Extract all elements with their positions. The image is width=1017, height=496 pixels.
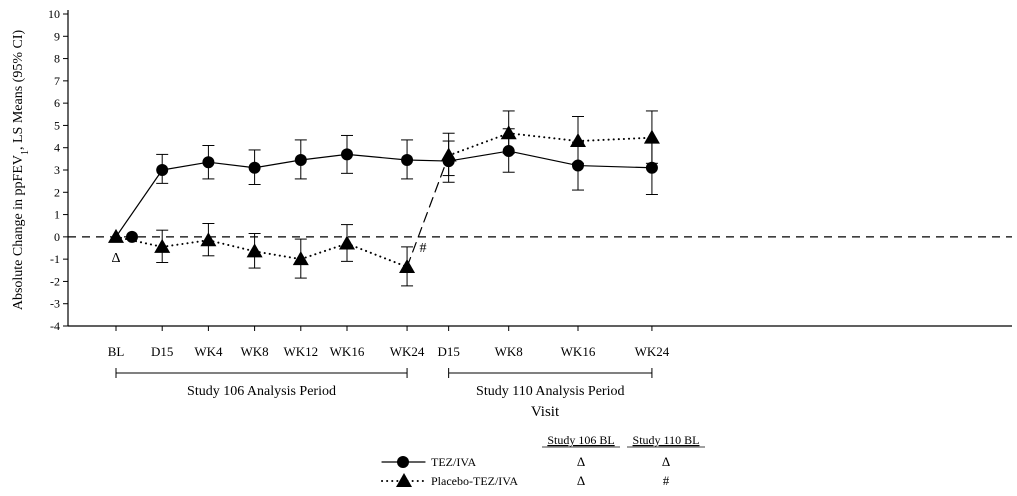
- data-point-circle: [572, 159, 584, 172]
- x-tick-label: WK8: [495, 344, 523, 359]
- x-tick-label: WK12: [283, 344, 318, 359]
- x-tick-label: WK24: [390, 344, 425, 359]
- data-point-triangle: [200, 232, 217, 247]
- analysis-periods: Study 106 Analysis Period Study 110 Analy…: [115, 368, 653, 399]
- series-line-segment: [406, 154, 450, 268]
- legend-value-106: Δ: [577, 454, 585, 469]
- data-point-triangle: [292, 251, 309, 266]
- x-tick-label: WK16: [330, 344, 365, 359]
- y-tick-label: 7: [54, 74, 60, 88]
- y-tick-label: 10: [48, 7, 60, 21]
- legend-column-header: Study 106 BL: [547, 433, 614, 447]
- series-line-segment: [253, 250, 302, 261]
- y-tick-label: -2: [50, 274, 60, 288]
- legend-value-106: Δ: [577, 473, 585, 488]
- series-line-segment: [577, 164, 652, 169]
- annotation-symbol: #: [420, 241, 427, 256]
- y-tick-label: 2: [54, 185, 60, 199]
- annotations: Δ#: [111, 241, 426, 266]
- series-line-segment: [254, 159, 301, 169]
- series-line-segment: [208, 161, 255, 169]
- data-point-circle: [126, 230, 138, 243]
- y-tick-label: 9: [54, 29, 60, 43]
- series-line-segment: [346, 242, 409, 268]
- legend-column-header: Study 110 BL: [633, 433, 700, 447]
- series-tez-iva: [115, 128, 658, 243]
- data-point-triangle: [643, 129, 660, 144]
- annotation-symbol: Δ: [111, 251, 120, 266]
- y-tick-label: -3: [50, 297, 60, 311]
- data-point-circle: [341, 148, 353, 161]
- x-tick-label: WK8: [241, 344, 269, 359]
- series-line-segment: [577, 136, 653, 143]
- series-line-segment: [448, 150, 509, 162]
- series-line-segment: [508, 150, 579, 167]
- legend-series-label: TEZ/IVA: [431, 455, 476, 469]
- data-point-triangle: [500, 125, 517, 140]
- series-line-segment: [115, 169, 163, 238]
- x-tick-label: WK4: [194, 344, 223, 359]
- series-line-segment: [447, 132, 510, 157]
- series-line-segment: [162, 161, 209, 171]
- legend-series-label: Placebo-TEZ/IVA: [431, 474, 518, 488]
- y-tick-label: 3: [54, 163, 60, 177]
- data-point-circle: [202, 156, 215, 169]
- x-tick-label: WK16: [561, 344, 596, 359]
- data-point-circle: [401, 153, 414, 166]
- data-point-triangle: [154, 238, 171, 253]
- x-tick-label: BL: [108, 344, 125, 359]
- y-tick-label: -1: [50, 252, 60, 266]
- y-tick-label: 0: [54, 230, 60, 244]
- series-line-segment: [346, 153, 408, 161]
- period-label: Study 110 Analysis Period: [476, 384, 624, 399]
- y-tick-label: 4: [54, 141, 60, 155]
- series-placebo-tez-iva: [108, 110, 660, 287]
- series-line-segment: [299, 242, 348, 261]
- y-tick-label: 5: [54, 118, 60, 132]
- data-point-circle: [156, 164, 169, 176]
- y-axis-title: Absolute Change in ppFEV1, LS Means (95%…: [11, 30, 31, 311]
- data-point-triangle: [246, 243, 263, 258]
- data-point-circle: [294, 153, 307, 166]
- x-tick-label: D15: [151, 344, 173, 359]
- y-tick-label: 8: [54, 52, 60, 66]
- data-point-triangle: [440, 147, 457, 162]
- y-tick-label: -4: [50, 319, 60, 333]
- legend-marker-circle: [397, 456, 409, 468]
- legend-value-110: Δ: [662, 454, 670, 469]
- x-tick-label: D15: [437, 344, 459, 359]
- data-point-triangle: [339, 235, 355, 250]
- legend-value-110: #: [663, 473, 670, 488]
- series-line-segment: [507, 132, 579, 143]
- data-point-circle: [248, 161, 261, 174]
- data-point-triangle: [108, 228, 124, 243]
- data-point-triangle: [399, 258, 416, 273]
- x-tick-label: WK24: [635, 344, 670, 359]
- y-tick-label: 6: [54, 96, 60, 110]
- legend-marker-triangle: [396, 473, 412, 487]
- data-point-triangle: [570, 133, 586, 148]
- x-axis-title: Visit: [531, 404, 560, 420]
- series-line-segment: [300, 153, 348, 161]
- period-label: Study 106 Analysis Period: [187, 384, 336, 399]
- data-point-circle: [645, 161, 658, 174]
- y-tick-label: 1: [54, 208, 60, 222]
- axes: -4 -3 -2 -1 0 1 2 3 4 5 6 7 8 9 10 Absolute Change in p…: [11, 7, 1012, 420]
- series-group: [108, 110, 660, 287]
